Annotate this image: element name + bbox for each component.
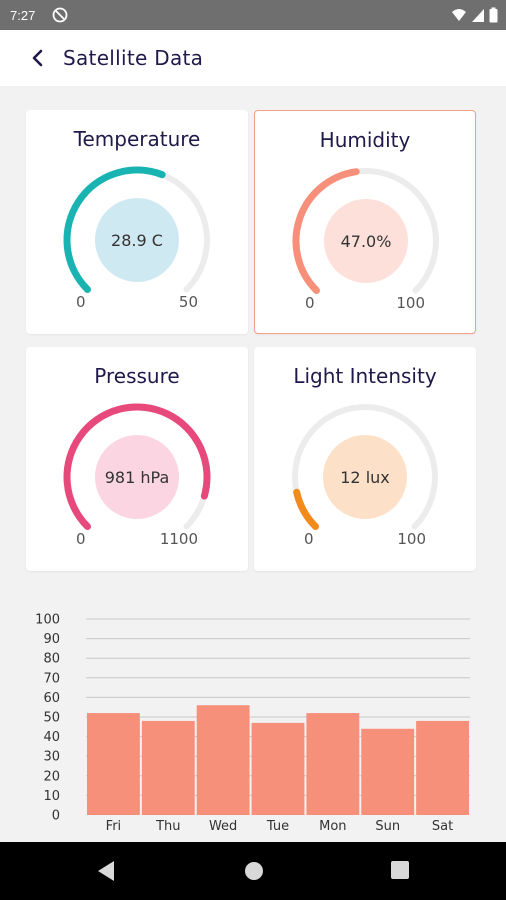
battery-icon — [489, 7, 498, 23]
gauge-max-label: 1100 — [159, 530, 198, 548]
x-category-label: Tue — [266, 819, 289, 834]
y-tick-label: 80 — [43, 652, 60, 667]
bar-thu[interactable] — [141, 720, 195, 815]
bar-sun[interactable] — [361, 728, 415, 815]
card-temperature[interactable]: Temperature 28.9 C 0 50 — [26, 110, 248, 334]
do-not-disturb-icon — [52, 7, 68, 23]
bar-chart-svg: 0 10 20 30 40 50 60 70 80 90 100 Fri Thu Wed Tue Mon Sun… — [35, 613, 470, 834]
x-category-label: Fri — [106, 819, 122, 834]
gauge-center — [95, 435, 179, 519]
bar-mon[interactable] — [306, 713, 360, 815]
bar-wed[interactable] — [196, 705, 250, 815]
x-category-label: Wed — [209, 819, 237, 834]
status-bar: 7:27 — [0, 0, 506, 30]
gauge-center — [324, 199, 408, 283]
card-title: Humidity — [319, 128, 411, 152]
gauge-min-label: 0 — [304, 530, 314, 548]
back-triangle-icon[interactable] — [96, 860, 116, 882]
gauge-min-label: 0 — [76, 530, 86, 548]
card-title: Pressure — [94, 364, 180, 388]
x-category-label: Thu — [155, 819, 180, 834]
bar-fri[interactable] — [87, 713, 140, 815]
x-category-label: Sat — [432, 819, 453, 834]
gauge-center — [323, 435, 407, 519]
status-time: 7:27 — [10, 8, 36, 23]
bar-tue[interactable] — [251, 722, 305, 815]
wifi-icon — [452, 9, 466, 21]
y-tick-label: 60 — [43, 691, 60, 706]
status-icons — [451, 7, 498, 23]
gauge-arc — [63, 166, 166, 293]
recents-square-icon[interactable] — [390, 860, 410, 880]
gauge-max-label: 50 — [178, 293, 198, 311]
page-title: Satellite Data — [63, 46, 204, 70]
gauge-value: 12 lux — [340, 467, 390, 487]
gauge-arc — [292, 168, 360, 294]
y-tick-label: 40 — [43, 730, 60, 745]
y-tick-label: 20 — [43, 769, 60, 784]
x-category-label: Mon — [319, 819, 346, 834]
weekly-bar-chart: 0 10 20 30 40 50 60 70 80 90 100 Fri Thu Wed Tue Mon Sun… — [26, 598, 480, 842]
y-tick-label: 30 — [43, 750, 60, 765]
gauge-arc — [293, 488, 319, 530]
app-bar: Satellite Data — [0, 30, 506, 86]
light-intensity-gauge — [292, 404, 438, 530]
gauge-value: 47.0% — [340, 231, 392, 251]
temperature-gauge — [63, 166, 210, 293]
gauge-value: 981 hPa — [104, 467, 170, 487]
bar-sat[interactable] — [416, 720, 469, 815]
chevron-left-icon[interactable] — [28, 48, 48, 68]
home-circle-icon[interactable] — [243, 860, 265, 882]
system-nav-bar — [0, 842, 506, 900]
y-tick-label: 50 — [43, 711, 60, 726]
x-category-label: Sun — [375, 819, 400, 834]
card-title: Temperature — [73, 127, 201, 151]
gauge-min-label: 0 — [305, 294, 315, 312]
gauge-track — [292, 404, 438, 530]
gauge-value: 28.9 C — [111, 230, 163, 250]
y-tick-label: 10 — [43, 789, 60, 804]
card-pressure[interactable]: Pressure 981 hPa 0 1100 — [26, 347, 248, 571]
card-light-intensity[interactable]: Light Intensity 12 lux 0 100 — [254, 347, 476, 571]
gauge-max-label: 100 — [396, 294, 425, 312]
pressure-gauge — [63, 403, 211, 530]
gauge-min-label: 0 — [76, 293, 86, 311]
gauge-center — [95, 198, 179, 282]
humidity-gauge — [292, 168, 439, 294]
y-tick-label: 0 — [52, 809, 60, 824]
y-tick-label: 100 — [35, 613, 60, 628]
signal-icon — [472, 9, 484, 22]
gauge-arc — [63, 403, 211, 530]
card-humidity[interactable]: Humidity 47.0% 0 100 — [254, 110, 476, 334]
gauge-max-label: 100 — [397, 530, 426, 548]
y-tick-label: 90 — [43, 632, 60, 647]
y-tick-label: 70 — [43, 671, 60, 686]
card-title: Light Intensity — [293, 364, 437, 388]
